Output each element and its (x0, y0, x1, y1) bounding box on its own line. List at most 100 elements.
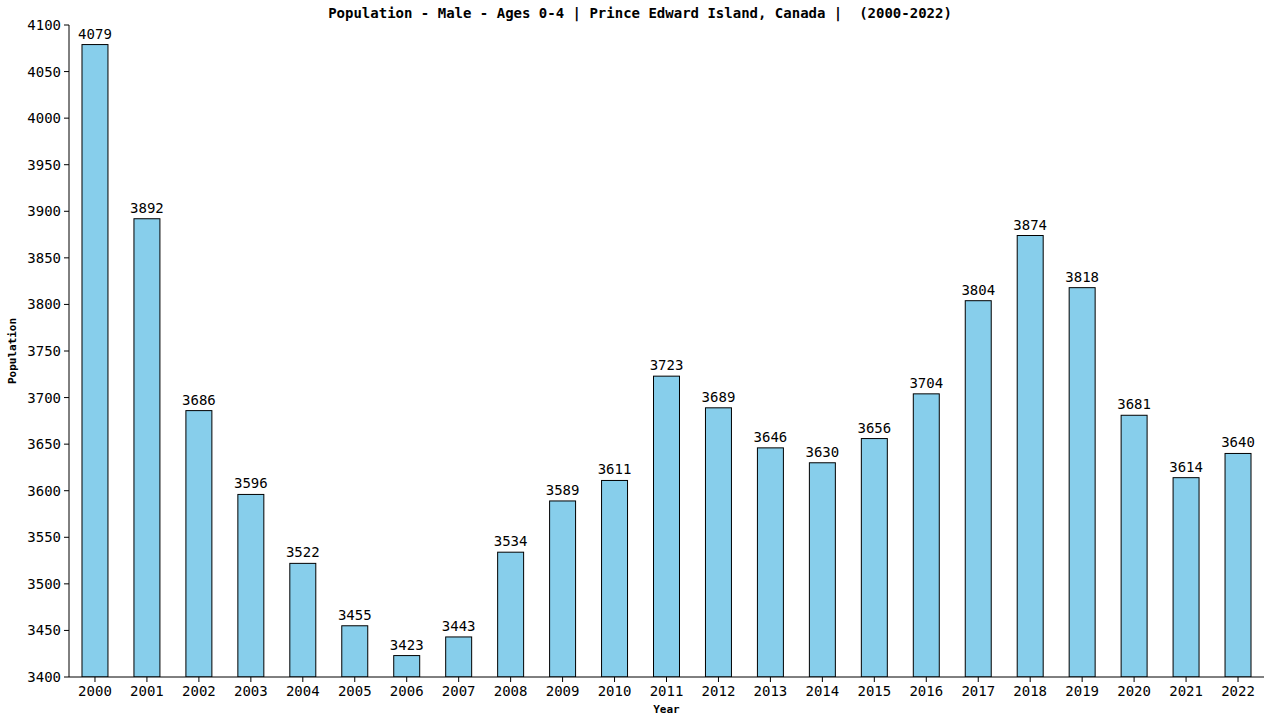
x-tick (978, 677, 979, 682)
x-tick-label: 2006 (390, 683, 424, 699)
x-tick-label: 2015 (857, 683, 891, 699)
data-label: 3804 (961, 282, 995, 298)
x-tick (198, 677, 199, 682)
x-tick (458, 677, 459, 682)
x-tick-label: 2005 (338, 683, 372, 699)
data-label: 3689 (702, 389, 736, 405)
x-tick-label: 2002 (182, 683, 216, 699)
data-label: 3818 (1065, 269, 1099, 285)
y-tick-label: 3900 (27, 203, 61, 219)
x-tick (770, 677, 771, 682)
x-tick (250, 677, 251, 682)
x-tick-label: 2020 (1117, 683, 1151, 699)
y-tick-label: 3750 (27, 343, 61, 359)
x-tick (562, 677, 563, 682)
bar (498, 552, 524, 677)
y-tick (64, 583, 69, 584)
bar (861, 439, 887, 677)
bar (82, 45, 108, 677)
data-label: 3534 (494, 533, 528, 549)
bar (913, 394, 939, 677)
bar (186, 411, 212, 677)
bar (394, 656, 420, 677)
y-axis-label: Population (6, 318, 19, 384)
y-tick-label: 3550 (27, 529, 61, 545)
y-tick-label: 4000 (27, 110, 61, 126)
bar (342, 626, 368, 677)
y-tick (64, 490, 69, 491)
x-tick-label: 2008 (494, 683, 528, 699)
data-label: 3656 (857, 420, 891, 436)
x-tick-label: 2012 (702, 683, 736, 699)
data-label: 3892 (130, 200, 164, 216)
data-label: 3614 (1169, 459, 1203, 475)
y-tick (64, 397, 69, 398)
x-tick (1030, 677, 1031, 682)
bar (134, 219, 160, 677)
x-tick (1238, 677, 1239, 682)
data-label: 3589 (546, 482, 580, 498)
y-tick-label: 4100 (27, 17, 61, 33)
y-tick (64, 304, 69, 305)
x-tick (926, 677, 927, 682)
y-tick (64, 211, 69, 212)
y-tick (64, 351, 69, 352)
data-label: 3704 (909, 375, 943, 391)
y-tick-label: 3500 (27, 576, 61, 592)
data-label: 3522 (286, 544, 320, 560)
x-tick (94, 677, 95, 682)
data-label: 3723 (650, 357, 684, 373)
x-tick-label: 2003 (234, 683, 268, 699)
bar (757, 448, 783, 677)
data-label: 3640 (1221, 434, 1255, 450)
data-label: 3443 (442, 618, 476, 634)
data-label: 3681 (1117, 396, 1151, 412)
y-tick-label: 3950 (27, 157, 61, 173)
x-tick (666, 677, 667, 682)
x-tick (614, 677, 615, 682)
bar (1225, 453, 1251, 677)
y-tick (64, 257, 69, 258)
x-tick-label: 2021 (1169, 683, 1203, 699)
x-tick-label: 2011 (650, 683, 684, 699)
x-tick-label: 2022 (1221, 683, 1255, 699)
data-label: 3455 (338, 607, 372, 623)
y-tick-label: 3600 (27, 483, 61, 499)
x-tick-label: 2016 (909, 683, 943, 699)
x-tick (1082, 677, 1083, 682)
x-tick (302, 677, 303, 682)
chart: Population - Male - Ages 0-4 | Prince Ed… (0, 0, 1280, 720)
bar (1017, 236, 1043, 677)
x-tick-label: 2010 (598, 683, 632, 699)
data-label: 4079 (78, 26, 112, 42)
y-tick (64, 444, 69, 445)
data-label: 3596 (234, 475, 268, 491)
y-tick (64, 71, 69, 72)
bar (809, 463, 835, 677)
y-tick-label: 3850 (27, 250, 61, 266)
data-label: 3611 (598, 461, 632, 477)
bar (1069, 288, 1095, 677)
y-tick-label: 3800 (27, 296, 61, 312)
bar (654, 376, 680, 677)
bar (965, 301, 991, 677)
x-tick-label: 2018 (1013, 683, 1047, 699)
x-tick-label: 2017 (961, 683, 995, 699)
y-tick (64, 164, 69, 165)
x-axis-label: Year (653, 703, 680, 716)
x-tick (822, 677, 823, 682)
bar (1121, 415, 1147, 677)
y-tick (64, 25, 69, 26)
x-tick-label: 2000 (78, 683, 112, 699)
y-tick (64, 630, 69, 631)
y-tick-label: 3700 (27, 390, 61, 406)
x-tick-label: 2013 (754, 683, 788, 699)
x-tick (510, 677, 511, 682)
bar (705, 408, 731, 677)
bar (1173, 478, 1199, 677)
x-tick-label: 2014 (806, 683, 840, 699)
y-tick-label: 3650 (27, 436, 61, 452)
data-label: 3423 (390, 637, 424, 653)
bar (238, 494, 264, 677)
x-tick (146, 677, 147, 682)
